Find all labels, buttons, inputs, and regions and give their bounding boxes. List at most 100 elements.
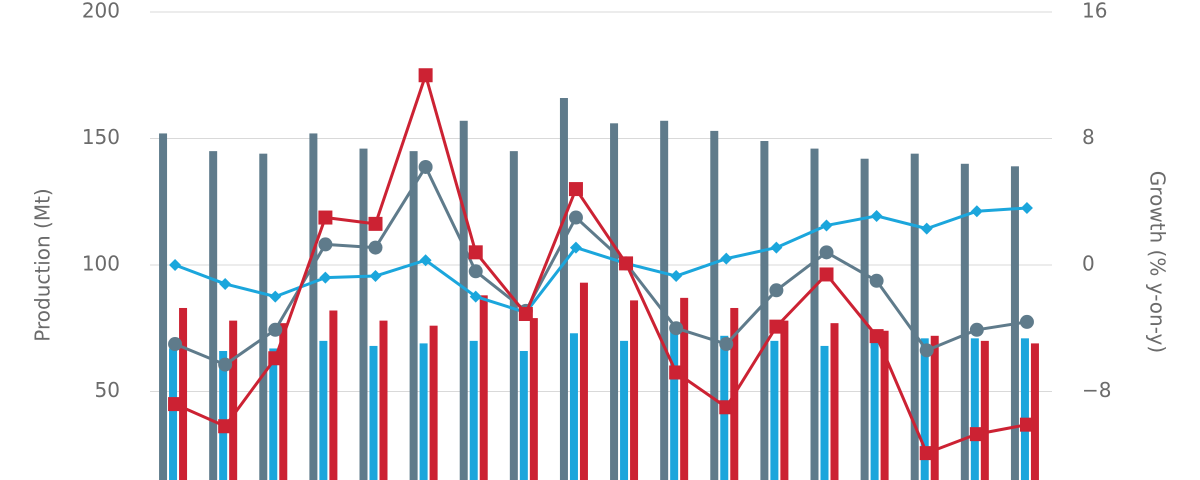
bar: [159, 133, 168, 480]
marker: [569, 241, 582, 254]
marker: [669, 365, 684, 380]
marker: [168, 397, 183, 412]
y-tick-label: 200: [82, 0, 120, 23]
bar: [509, 151, 518, 480]
bar: [620, 340, 629, 480]
bar: [760, 141, 769, 480]
bar: [660, 120, 669, 480]
bar: [309, 133, 318, 480]
marker: [218, 419, 233, 434]
bar: [369, 345, 378, 480]
line: [174, 206, 1028, 314]
bar: [569, 333, 578, 480]
marker: [769, 319, 784, 334]
marker: [870, 209, 883, 222]
marker: [919, 343, 934, 358]
marker: [318, 237, 333, 252]
marker: [819, 267, 834, 282]
bar: [780, 320, 789, 480]
y2-tick-label: 16: [1082, 0, 1107, 23]
marker: [168, 337, 183, 352]
bar: [209, 151, 218, 480]
bar: [409, 151, 418, 480]
marker: [468, 245, 483, 260]
marker: [920, 222, 933, 235]
bar: [359, 148, 368, 480]
bar: [970, 338, 979, 480]
bar: [559, 98, 568, 480]
marker: [969, 427, 984, 442]
bar: [880, 330, 889, 480]
marker: [719, 337, 734, 352]
bar: [830, 323, 839, 480]
marker: [720, 252, 733, 265]
marker: [869, 273, 884, 288]
bar: [269, 348, 278, 480]
marker: [819, 245, 834, 260]
bar: [680, 297, 689, 480]
bar: [1020, 338, 1029, 480]
y2-tick-label: −8: [1082, 378, 1111, 402]
marker: [268, 322, 283, 337]
bar: [820, 345, 829, 480]
marker: [719, 400, 734, 415]
marker: [770, 241, 783, 254]
bar: [610, 123, 619, 480]
marker: [568, 182, 583, 197]
marker: [619, 256, 634, 271]
bar: [219, 350, 228, 480]
marker: [1019, 417, 1034, 432]
marker: [769, 283, 784, 298]
y2-tick-label: 0: [1082, 251, 1095, 275]
marker: [369, 270, 382, 283]
bar: [930, 335, 939, 480]
bar: [810, 148, 819, 480]
marker: [1020, 202, 1033, 215]
marker: [919, 446, 934, 461]
bar: [920, 338, 929, 480]
marker: [418, 68, 433, 83]
bar: [469, 340, 478, 480]
line: [174, 73, 1028, 455]
bar: [179, 307, 188, 480]
bar: [479, 295, 488, 480]
y-axis-title: Production (Mt): [31, 188, 55, 341]
bar: [279, 323, 288, 480]
bar: [459, 120, 468, 480]
y-tick-label: 50: [95, 378, 120, 402]
bar: [770, 340, 779, 480]
bar: [169, 348, 178, 480]
bar: [229, 320, 238, 480]
marker: [218, 357, 233, 372]
marker: [469, 290, 482, 303]
y-tick-label: 150: [82, 125, 120, 149]
marker: [319, 271, 332, 284]
marker: [268, 351, 283, 366]
bar: [980, 340, 989, 480]
line: [174, 165, 1028, 367]
bar: [870, 335, 879, 480]
bar: [529, 318, 538, 480]
marker: [670, 270, 683, 283]
bar: [319, 340, 328, 480]
marker: [419, 254, 432, 267]
bar: [630, 300, 639, 480]
marker: [568, 210, 583, 225]
marker: [219, 277, 232, 290]
marker: [969, 322, 984, 337]
bar: [429, 325, 438, 480]
marker: [869, 329, 884, 344]
marker: [820, 219, 833, 232]
marker: [970, 205, 983, 218]
marker: [669, 321, 684, 336]
marker: [468, 264, 483, 279]
marker: [368, 216, 383, 231]
marker: [269, 290, 282, 303]
bar: [259, 153, 268, 480]
marker: [418, 159, 433, 174]
bar: [579, 282, 588, 480]
bar: [710, 130, 719, 480]
marker: [169, 258, 182, 271]
bar: [1030, 343, 1039, 480]
